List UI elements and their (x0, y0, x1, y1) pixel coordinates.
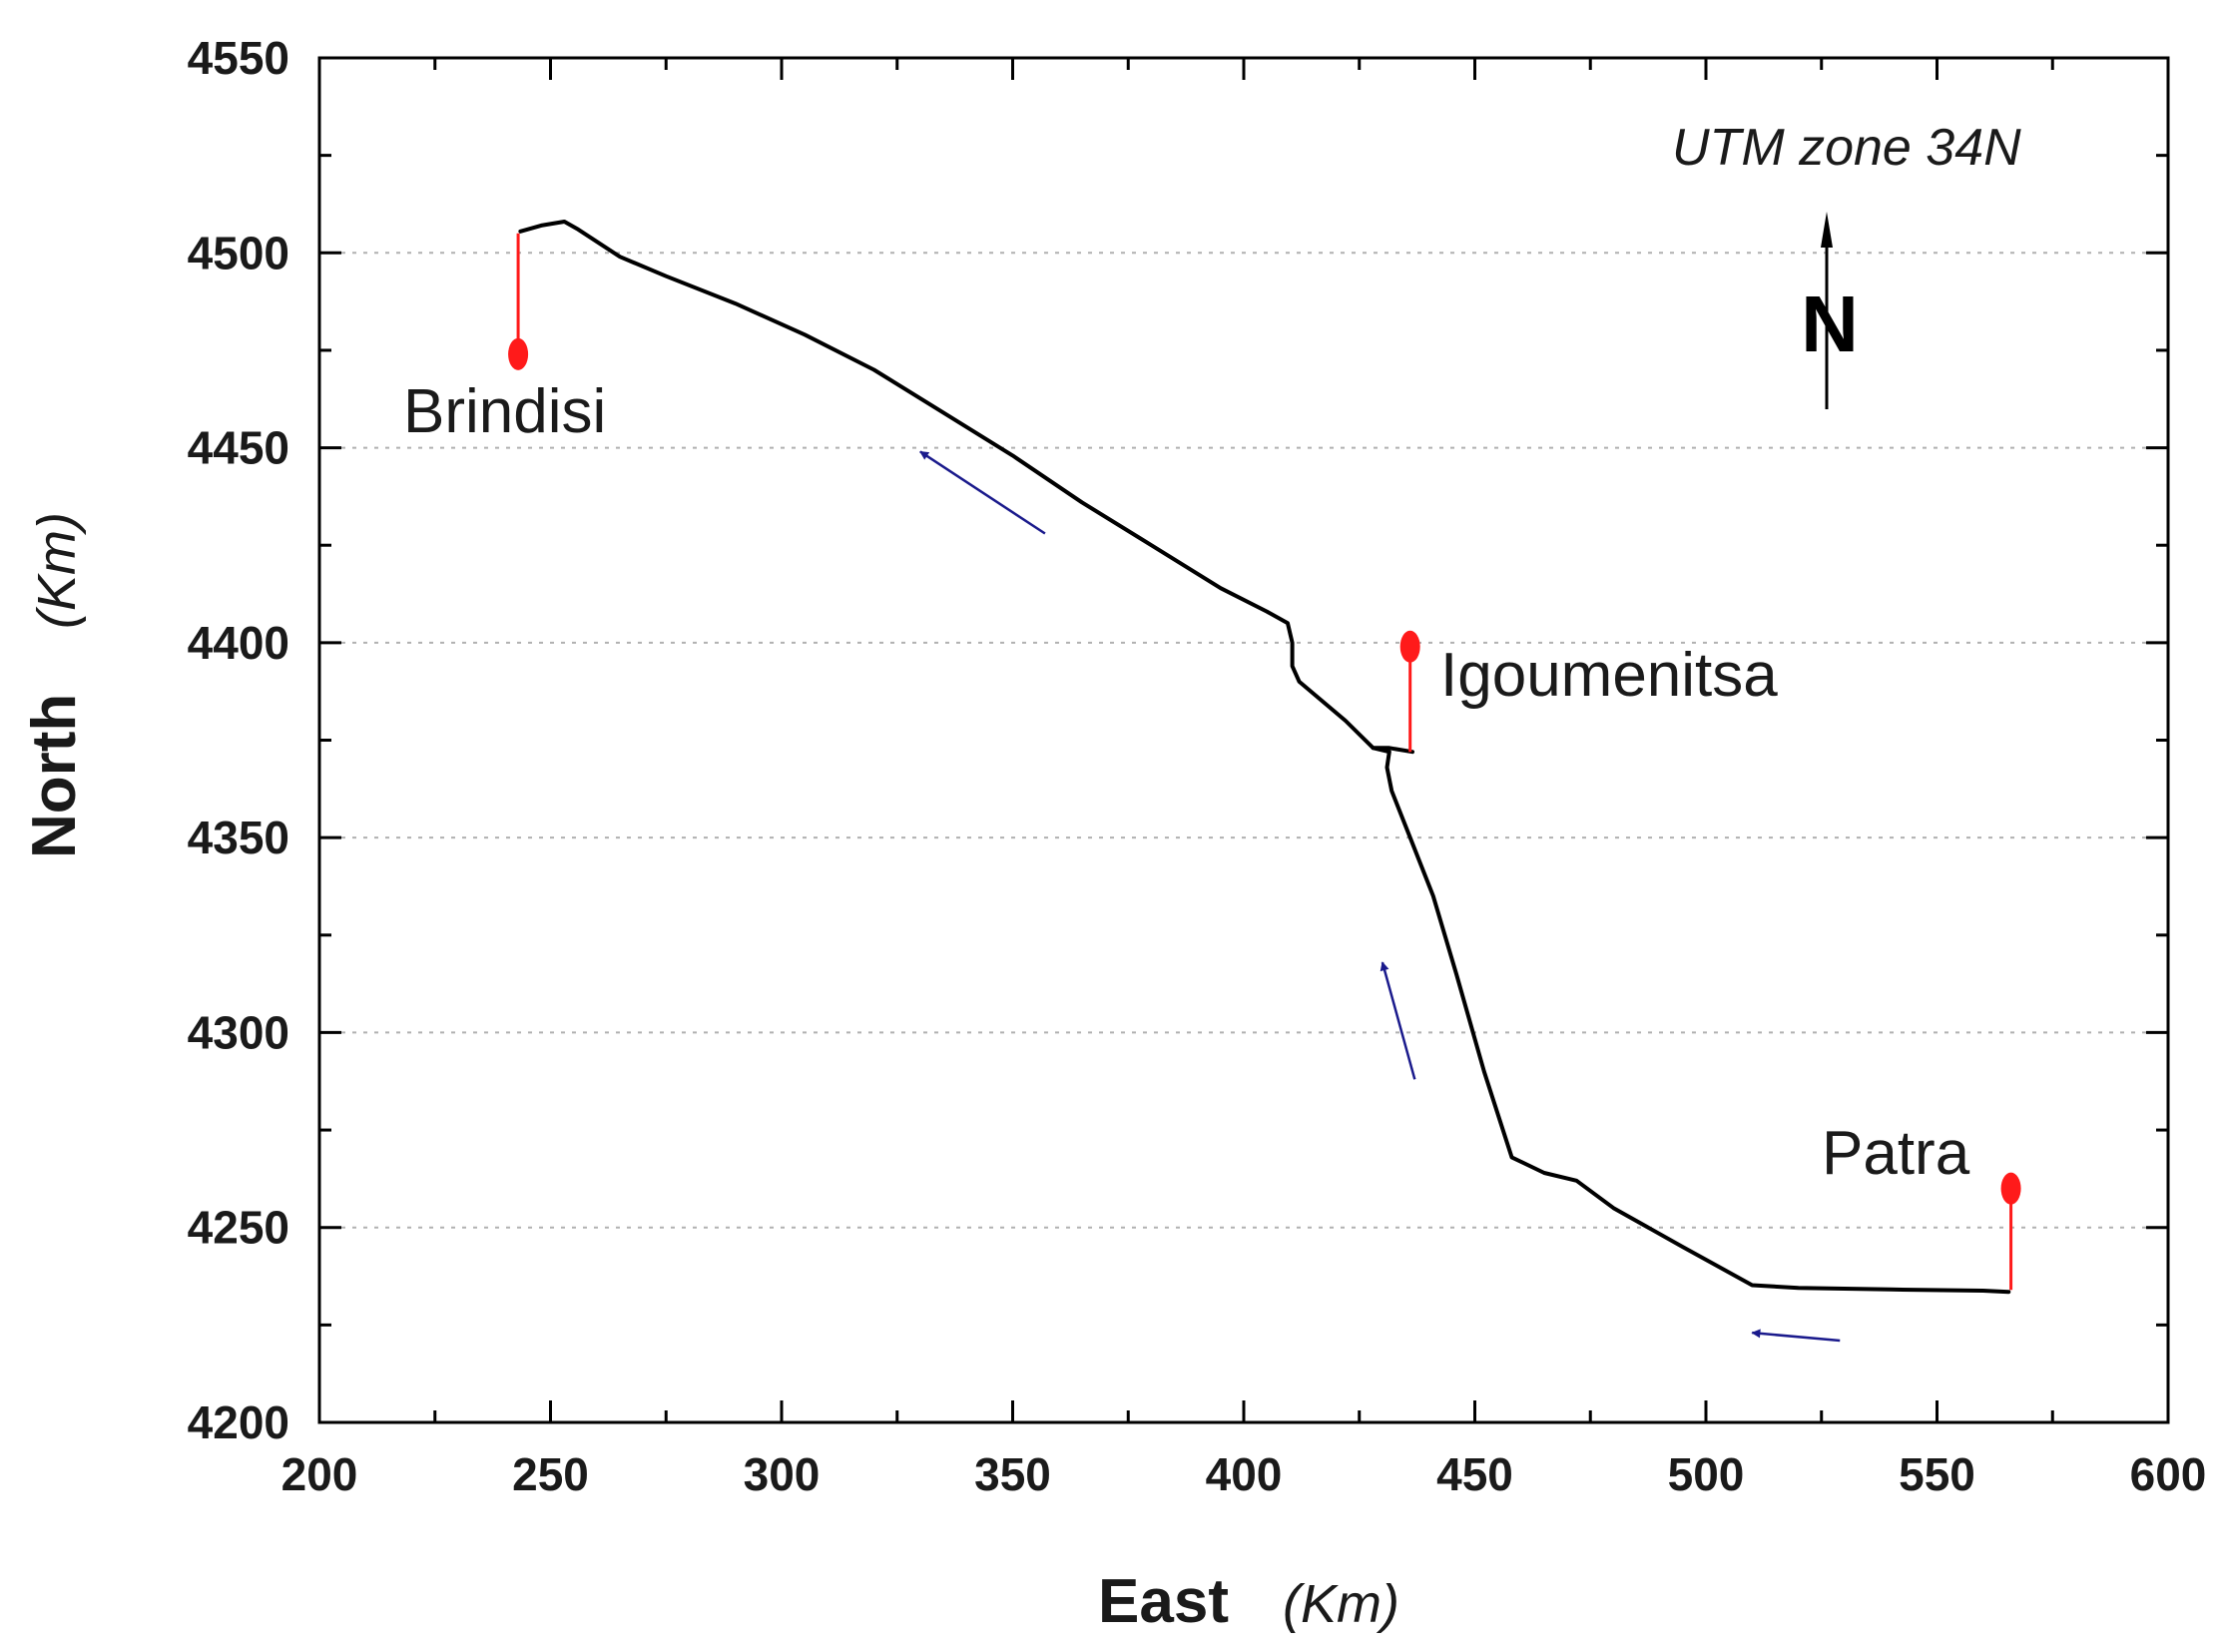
port-marker-patra (2000, 1172, 2021, 1205)
y-tick-label-4550: 4550 (188, 32, 289, 84)
direction-arrow-0 (919, 450, 1046, 535)
utm-zone-annotation: UTM zone 34N (1672, 119, 2021, 177)
x-tick-label-400: 400 (1206, 1448, 1283, 1500)
port-label-brindisi: Brindisi (403, 377, 606, 446)
north-arrow: N (1801, 212, 1859, 409)
axis-ticks (317, 56, 2170, 1424)
y-tick-label-4250: 4250 (188, 1202, 289, 1254)
port-marker-brindisi (508, 337, 529, 370)
plot-frame (317, 56, 2170, 1424)
y-axis-title: North (Km) (20, 512, 89, 858)
port-label-igoumenitsa: Igoumenitsa (1440, 641, 1778, 710)
direction-arrow-1 (1380, 961, 1416, 1080)
direction-arrow-2 (1751, 1329, 1841, 1343)
y-tick-label-4200: 4200 (188, 1396, 289, 1448)
y-tick-label-4400: 4400 (188, 617, 289, 669)
y-axis-unit: (Km) (27, 512, 87, 629)
x-tick-label-200: 200 (281, 1448, 358, 1500)
x-axis-title: East (Km) (1098, 1567, 1399, 1636)
plot-frame-rect (317, 56, 2170, 1424)
x-tick-label-300: 300 (744, 1448, 821, 1500)
y-tick-label-4500: 4500 (188, 227, 289, 278)
x-tick-label-600: 600 (2130, 1448, 2207, 1500)
x-tick-label-350: 350 (974, 1448, 1051, 1500)
x-tick-label-250: 250 (512, 1448, 589, 1500)
y-tick-label-4350: 4350 (188, 812, 289, 863)
y-axis-label: North (20, 694, 89, 858)
x-axis-label: East (1098, 1567, 1229, 1636)
route-series-1 (1371, 746, 1414, 755)
x-tick-label-550: 550 (1899, 1448, 1975, 1500)
x-axis-unit: (Km) (1283, 1574, 1399, 1634)
y-tick-label-4450: 4450 (188, 422, 289, 474)
north-arrow-head (1821, 212, 1833, 248)
x-tick-label-500: 500 (1668, 1448, 1745, 1500)
x-tick-label-450: 450 (1436, 1448, 1513, 1500)
y-tick-label-4300: 4300 (188, 1006, 289, 1058)
tick-labels: 200 250 300 350 400 450 500 550 600 4200 4250 4300 4… (188, 32, 2207, 1500)
port-marker-igoumenitsa (1399, 630, 1420, 663)
route-series-0 (518, 220, 2011, 1295)
port-label-patra: Patra (1822, 1119, 1970, 1188)
route-layer (518, 220, 2011, 1295)
port-markers (508, 233, 2021, 1291)
north-arrow-label: N (1801, 279, 1859, 368)
grid-lines (319, 252, 2168, 1229)
direction-arrows (919, 450, 1841, 1343)
